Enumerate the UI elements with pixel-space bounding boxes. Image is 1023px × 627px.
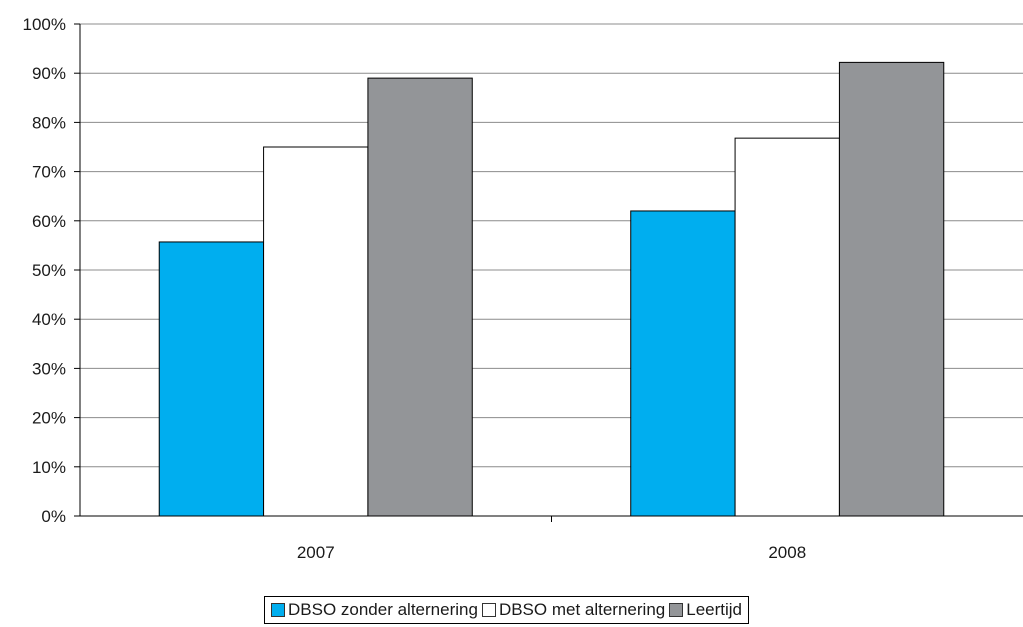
legend-item-dbso-met: DBSO met alternering	[481, 600, 666, 620]
y-tick-label: 40%	[32, 310, 66, 329]
legend-swatch-dbso-zonder	[271, 603, 285, 617]
legend-item-leertijd: Leertijd	[669, 600, 742, 620]
y-tick-label: 100%	[23, 15, 66, 34]
legend-item-dbso-zonder: DBSO zonder alternering	[271, 600, 478, 620]
bar-2007-series-2	[367, 77, 473, 517]
x-category-label: 2008	[768, 543, 806, 562]
bar-2008-series-1	[734, 137, 840, 517]
legend-swatch-dbso-met	[481, 603, 496, 617]
y-tick-label: 70%	[32, 163, 66, 182]
legend-label-dbso-zonder: DBSO zonder alternering	[288, 600, 478, 619]
bar-2007-series-0	[158, 241, 265, 517]
bar-chart: 0%10%20%30%40%50%60%70%80%90%100% 2007 20…	[23, 15, 1023, 562]
y-axis-tick-labels: 0% 10% 20% 30% 40% 50% 60% 70% 80% 90% 100%	[23, 15, 66, 526]
y-tick-label: 10%	[32, 458, 66, 477]
y-tick-label: 60%	[32, 212, 66, 231]
y-tick-label: 90%	[32, 64, 66, 83]
legend-swatch-leertijd	[669, 603, 684, 617]
y-tick-label: 50%	[32, 261, 66, 280]
x-category-label: 2007	[297, 543, 335, 562]
legend-label-dbso-met: DBSO met alternering	[498, 600, 666, 619]
y-tick-label: 30%	[32, 359, 66, 378]
bar-2007-series-1	[263, 146, 369, 517]
y-tick-label: 20%	[32, 409, 66, 428]
x-axis-tick-labels: 2007 2008	[297, 543, 806, 562]
legend: DBSO zonder alternering DBSO met alterne…	[264, 596, 749, 624]
bars	[158, 61, 945, 517]
bar-2008-series-2	[838, 61, 945, 517]
bar-2008-series-0	[630, 210, 736, 517]
axes	[74, 23, 1023, 522]
y-tick-label: 80%	[32, 113, 66, 132]
y-tick-label: 0%	[41, 507, 66, 526]
legend-label-leertijd: Leertijd	[686, 600, 742, 619]
